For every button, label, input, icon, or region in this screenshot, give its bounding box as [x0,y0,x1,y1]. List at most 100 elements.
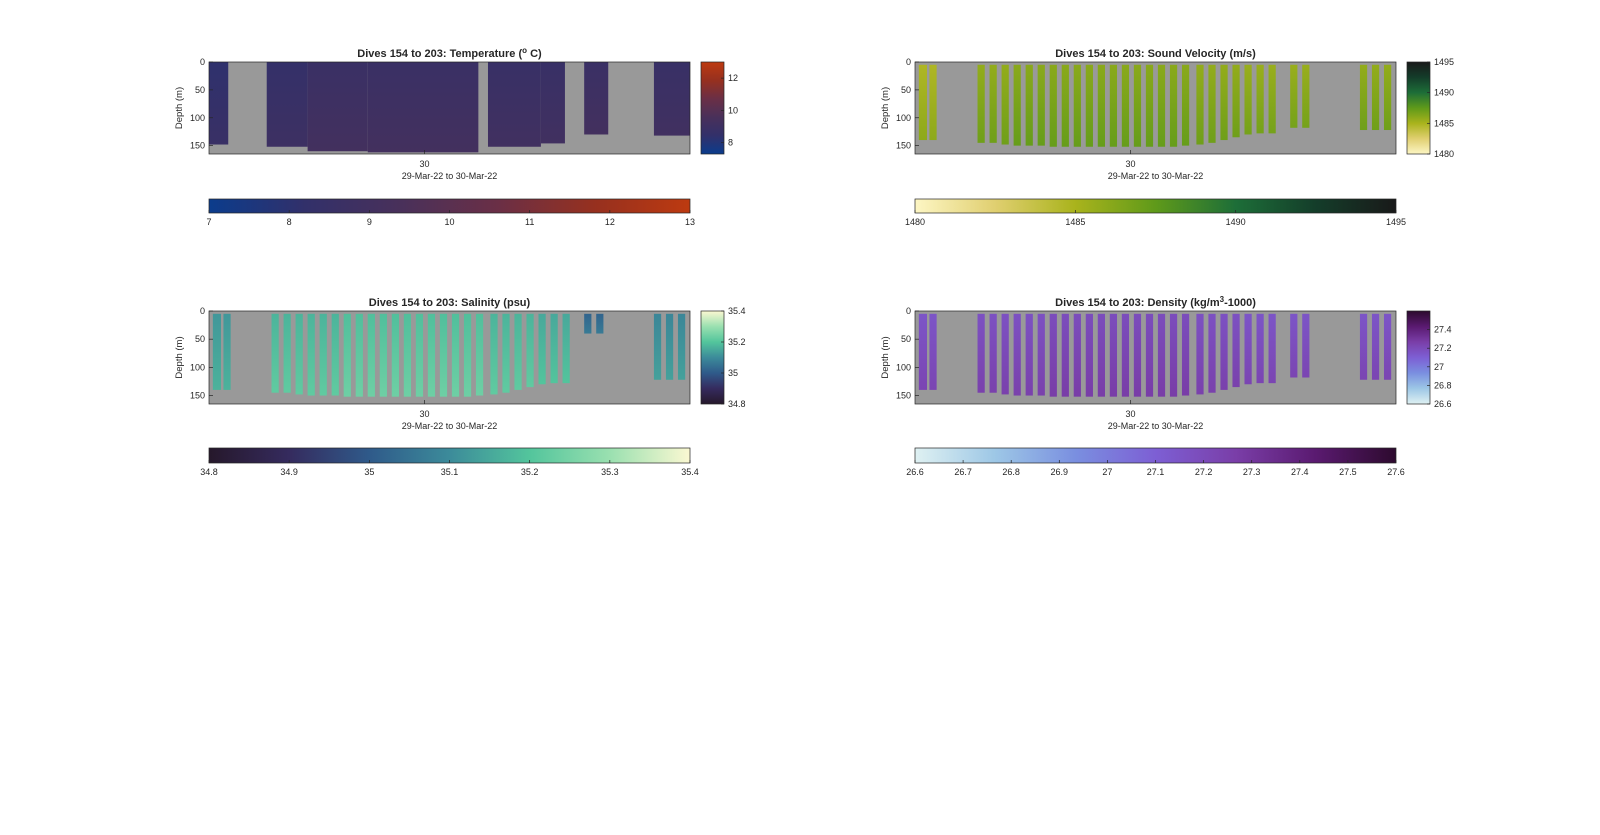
colorbar-tick-label: 27.2 [1434,343,1452,353]
y-tick-label: 50 [901,334,911,344]
data-column [1359,64,1368,131]
colorbar-tick-label: 34.8 [728,399,746,409]
colorbar-tick-label: 34.9 [280,467,298,477]
data-column [451,313,460,397]
data-column [1001,313,1009,395]
colorbar-tick-label: 35.4 [681,467,699,477]
data-column [367,313,375,397]
data-column [1061,64,1069,147]
colorbar-tick-label: 12 [605,217,615,227]
data-column [319,313,327,396]
data-column [977,313,985,393]
data-column [918,64,928,141]
data-column [1208,64,1216,143]
plot-area [915,311,1396,404]
data-column [989,64,997,143]
data-column [1196,313,1204,395]
title-main: Dives 154 to 203: Temperature ( [357,48,522,60]
y-axis-label: Depth (m) [174,87,185,129]
side-colorbar [1406,61,1431,155]
data-column [1208,313,1216,393]
y-tick-label: 50 [195,334,205,344]
plot-area [209,311,690,404]
colorbar-tick-label: 35.3 [601,467,619,477]
data-column [415,313,424,397]
axes-frame [914,61,1397,155]
colorbar-tick-label: 9 [367,217,372,227]
data-column [223,313,231,390]
colorbar-tick-label: 35.2 [521,467,539,477]
axes-frame [208,61,691,155]
data-column [1157,313,1166,397]
colorbar-tick-label: 27 [1434,362,1444,372]
data-column [1049,64,1057,147]
data-column [475,313,484,396]
data-column [283,313,291,393]
data-column [929,313,937,390]
data-column [1001,64,1009,145]
title-main: Dives 154 to 203: Salinity (psu) [369,297,531,309]
data-column [1244,313,1252,385]
data-column [1097,64,1105,147]
bottom-colorbar [914,198,1397,214]
colorbar-tick-label: 13 [685,217,695,227]
x-axis-label: 29-Mar-22 to 30-Mar-22 [402,171,498,181]
y-axis-label: Depth (m) [174,336,185,378]
data-column [379,313,387,397]
y-tick-label: 100 [896,113,911,123]
data-column [653,313,662,380]
y-tick-label: 50 [901,85,911,95]
data-column [653,62,690,136]
colorbar-tick-label: 27.4 [1291,467,1309,477]
data-column [562,313,570,384]
data-column [929,64,937,141]
data-column [331,313,339,396]
y-tick-label: 0 [906,57,911,67]
data-column [526,313,534,388]
title-main: Dives 154 to 203: Density (kg/m [1055,297,1220,309]
data-column [1133,64,1142,147]
colorbar-tick-label: 8 [728,138,733,148]
colorbar-tick-label: 27.4 [1434,325,1452,335]
data-column [1073,64,1081,147]
colorbar-tick-label: 35.2 [728,337,746,347]
data-column [1181,64,1190,146]
side-colorbar [700,61,725,155]
data-column [271,313,279,393]
x-tick-label: 30 [1125,159,1135,169]
title-superscript: o [522,46,527,55]
data-column [1383,313,1392,380]
y-tick-label: 100 [896,362,911,372]
plot-area [915,62,1396,154]
x-tick-label: 30 [419,159,429,169]
side-colorbar [1406,310,1431,405]
data-column [989,313,997,393]
data-column [1302,64,1310,128]
title-main: Dives 154 to 203: Sound Velocity (m/s) [1055,48,1256,60]
x-axis-label: 29-Mar-22 to 30-Mar-22 [1108,171,1204,181]
y-tick-label: 150 [896,141,911,151]
data-column [307,313,315,396]
colorbar-tick-label: 34.8 [200,467,218,477]
x-tick-label: 30 [419,409,429,419]
colorbar-tick-label: 8 [287,217,292,227]
chart-title: Dives 154 to 203: Density (kg/m3-1000) [1055,295,1256,309]
data-column [367,62,479,153]
data-column [918,313,928,390]
chart-title: Dives 154 to 203: Temperature (o C) [357,46,542,60]
y-tick-label: 0 [200,306,205,316]
y-tick-label: 100 [190,362,205,372]
data-column [1073,313,1081,397]
data-column [355,313,363,397]
colorbar-tick-label: 1485 [1434,118,1454,128]
data-column [1157,64,1166,147]
data-column [1290,313,1298,378]
data-column [1037,64,1045,146]
data-column [1302,313,1310,378]
data-column [1290,64,1298,128]
data-column [490,313,498,395]
colorbar-tick-label: 1480 [905,217,925,227]
data-column [596,313,604,334]
colorbar-tick-label: 26.8 [1434,380,1452,390]
